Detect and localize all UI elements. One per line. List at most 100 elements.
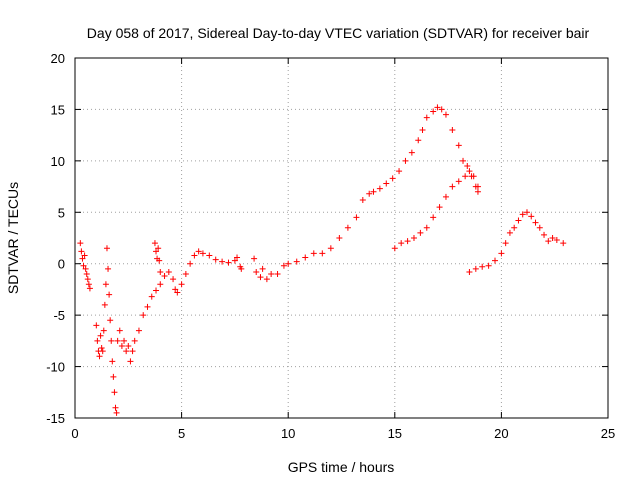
data-point bbox=[310, 250, 317, 257]
data-point bbox=[402, 157, 409, 164]
y-tick-label: 5 bbox=[58, 205, 65, 220]
data-point bbox=[528, 213, 535, 220]
data-point bbox=[96, 353, 103, 360]
data-point bbox=[191, 252, 198, 259]
data-point bbox=[156, 257, 163, 264]
data-point bbox=[268, 271, 275, 277]
data-point bbox=[353, 214, 360, 221]
data-point bbox=[541, 231, 548, 238]
data-point bbox=[231, 257, 238, 264]
data-point bbox=[523, 209, 530, 216]
data-point bbox=[93, 322, 100, 329]
data-point bbox=[77, 240, 84, 247]
data-point bbox=[100, 327, 107, 334]
data-point bbox=[257, 274, 264, 281]
data-point bbox=[178, 281, 185, 288]
data-point bbox=[553, 237, 560, 244]
data-point bbox=[107, 317, 114, 324]
data-point bbox=[391, 245, 398, 252]
data-point bbox=[114, 337, 121, 344]
data-point bbox=[98, 345, 105, 352]
data-point bbox=[408, 149, 415, 156]
data-point bbox=[519, 211, 526, 218]
data-point bbox=[415, 137, 422, 144]
data-point bbox=[398, 240, 405, 247]
data-point bbox=[474, 188, 481, 195]
data-point bbox=[151, 240, 158, 247]
data-point bbox=[153, 248, 160, 255]
data-point bbox=[157, 281, 164, 288]
data-point bbox=[434, 104, 441, 111]
data-point bbox=[438, 106, 445, 113]
data-point bbox=[545, 238, 552, 245]
y-tick-label: 0 bbox=[58, 257, 65, 272]
data-point bbox=[83, 271, 90, 277]
data-point bbox=[80, 262, 87, 269]
data-point bbox=[327, 245, 334, 252]
data-point bbox=[404, 238, 411, 245]
data-point bbox=[470, 173, 477, 180]
data-point bbox=[165, 268, 172, 275]
data-point bbox=[455, 142, 462, 149]
data-point bbox=[302, 254, 309, 261]
data-point bbox=[108, 337, 115, 344]
data-point bbox=[103, 245, 110, 252]
data-point bbox=[319, 250, 326, 257]
data-point bbox=[449, 183, 456, 190]
data-point bbox=[376, 185, 383, 192]
data-point bbox=[110, 373, 117, 380]
x-tick-label: 10 bbox=[281, 426, 295, 441]
x-tick-label: 20 bbox=[494, 426, 508, 441]
data-point bbox=[101, 301, 108, 308]
data-point bbox=[174, 289, 181, 296]
data-point bbox=[97, 332, 104, 339]
data-point bbox=[293, 258, 300, 265]
data-point bbox=[536, 224, 543, 231]
data-point bbox=[112, 404, 119, 411]
data-point bbox=[161, 273, 168, 280]
data-point bbox=[148, 293, 155, 300]
data-point bbox=[423, 114, 430, 121]
chart-title: Day 058 of 2017, Sidereal Day-to-day VTE… bbox=[87, 25, 590, 41]
data-point bbox=[366, 190, 373, 197]
data-point bbox=[85, 281, 92, 288]
data-point bbox=[263, 276, 270, 283]
data-point bbox=[549, 235, 556, 241]
data-point bbox=[485, 262, 492, 269]
data-point bbox=[172, 286, 179, 293]
data-point bbox=[123, 348, 130, 355]
data-point bbox=[140, 312, 147, 319]
data-point bbox=[225, 259, 232, 266]
data-point bbox=[131, 337, 138, 344]
data-point bbox=[86, 285, 93, 292]
data-point bbox=[259, 265, 266, 272]
data-point bbox=[109, 358, 116, 365]
grid bbox=[75, 58, 608, 418]
data-point bbox=[492, 257, 499, 264]
data-point bbox=[212, 256, 219, 263]
data-point bbox=[460, 157, 467, 164]
data-point bbox=[157, 268, 164, 275]
data-point bbox=[498, 250, 505, 257]
data-point bbox=[251, 255, 258, 262]
data-point bbox=[511, 224, 518, 231]
data-point bbox=[532, 219, 539, 226]
data-point bbox=[455, 178, 462, 185]
y-tick-label: -10 bbox=[46, 360, 65, 375]
x-tick-label: 15 bbox=[388, 426, 402, 441]
data-point bbox=[344, 224, 351, 231]
y-tick-label: -15 bbox=[46, 411, 65, 426]
data-point bbox=[82, 265, 89, 272]
y-tick-label: -5 bbox=[53, 308, 65, 323]
data-point bbox=[410, 235, 417, 241]
data-point bbox=[462, 173, 469, 180]
data-point bbox=[479, 263, 486, 270]
data-point bbox=[430, 108, 437, 115]
y-axis-label: SDTVAR / TECUs bbox=[5, 182, 21, 294]
x-tick-label: 0 bbox=[71, 426, 78, 441]
data-point bbox=[116, 327, 123, 334]
data-point bbox=[121, 337, 128, 344]
data-point bbox=[170, 276, 177, 283]
data-points bbox=[77, 104, 567, 416]
